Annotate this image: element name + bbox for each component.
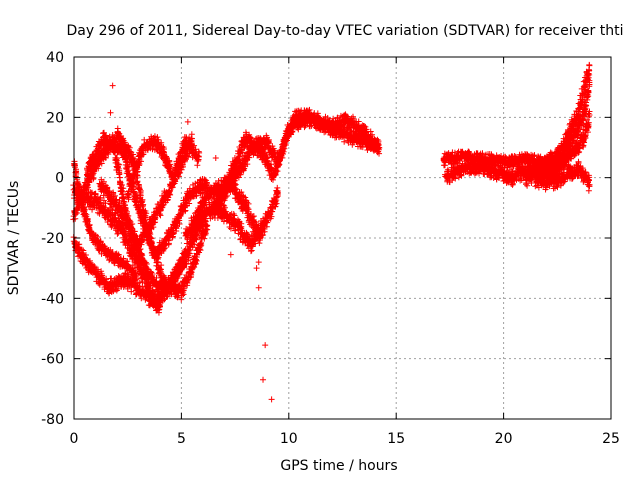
data-point: [92, 190, 99, 197]
grid: [74, 57, 611, 419]
data-point: [185, 257, 192, 264]
data-point: [193, 236, 200, 243]
data-point: [89, 206, 96, 213]
data-point: [114, 230, 121, 237]
data-point: [191, 241, 198, 248]
data-series: [70, 61, 593, 403]
data-point: [186, 246, 193, 253]
